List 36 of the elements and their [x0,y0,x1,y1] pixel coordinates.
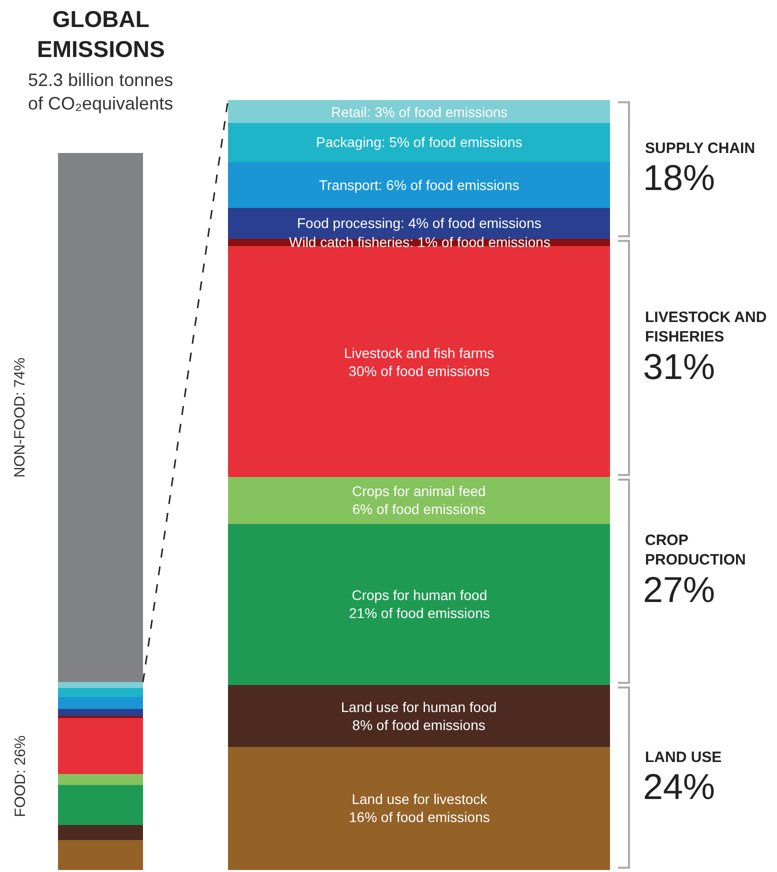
bar [228,246,610,477]
data-label: Crops for animal feed 6% of food emissions [352,483,486,518]
bar [228,747,610,870]
text: LIVESTOCK AND FISHERIES 31% [643,309,767,387]
data-label: Land use for livestock 16% of food emissions [349,791,490,826]
text: SUPPLY CHAIN 18% [643,140,756,198]
data-label: Transport: 6% of food emissions [319,177,520,193]
bar [58,682,143,688]
data-label: Retail: 3% of food emissions [331,104,508,120]
data-label: Crops for human food 21% of food emissions [349,587,490,622]
data-label: Packaging: 5% of food emissions [316,134,522,150]
bar [228,477,610,524]
bar [58,718,143,774]
chart-subtitle: 52.3 billion tonnes of CO₂equivalents [28,70,174,114]
bar [58,697,143,709]
bar [228,123,610,162]
data-label: Land use for human food 8% of food emissions [341,699,497,734]
bar [58,825,143,840]
text: LAND USE 24% [643,749,722,807]
bar [58,688,143,697]
bar [58,785,143,825]
data-label: Food processing: 4% of food emissions [297,215,542,231]
bar [228,162,610,208]
bar [58,153,143,682]
bar [228,524,610,685]
chart-title: GLOBAL EMISSIONS [37,6,165,62]
data-label: Livestock and fish farms 30% of food emissions [344,345,494,380]
bar [58,840,143,870]
text: CROP PRODUCTION 27% [643,532,746,610]
bar [228,685,610,747]
bar [58,709,143,716]
data-label: Wild catch fisheries: 1% of food emissions [289,234,550,250]
text: FOOD: 26% [12,735,29,818]
bar [228,100,610,123]
text: NON-FOOD: 74% [11,358,28,478]
bar [58,774,143,785]
